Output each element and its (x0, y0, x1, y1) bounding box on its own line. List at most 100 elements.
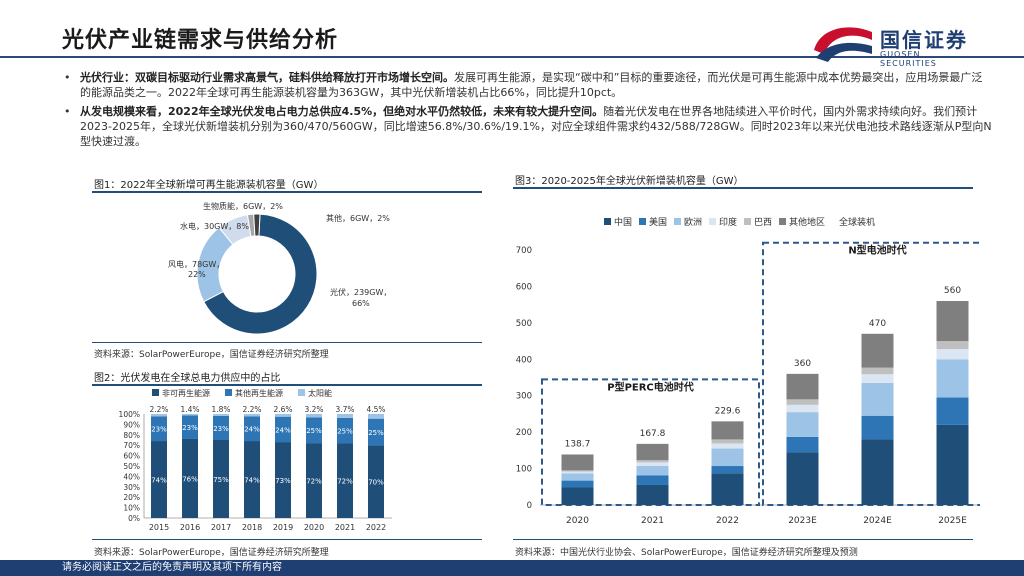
fig1-label-solar: 光伏，239GW， (330, 288, 392, 297)
x-tick-label: 2019 (273, 523, 293, 532)
bar-segment (861, 374, 894, 383)
solar-share-label: 2.2% (242, 405, 261, 414)
solar-share-label: 3.7% (335, 405, 354, 414)
x-tick-label: 2018 (242, 523, 262, 532)
y-tick-label: 600 (516, 282, 532, 292)
bar-segment (636, 466, 669, 476)
bullet-bold: 从发电规模来看，2022年全球光伏发电占电力总供应4.5%，但绝对水平仍然较低，… (80, 105, 604, 118)
bar-segment (368, 414, 384, 419)
bar-segment (151, 414, 167, 417)
fig1-label-other: 其他，6GW，2% (326, 214, 390, 223)
bar-segment (306, 443, 322, 518)
guosen-logo-icon (814, 27, 872, 62)
fig3-rule (513, 187, 973, 189)
legend-swatch (225, 389, 232, 396)
bar-segment (711, 448, 744, 467)
bar-segment (936, 349, 969, 360)
bar-segment (306, 414, 322, 418)
bar-value-label: 74% (151, 477, 167, 485)
bar-segment (561, 473, 594, 481)
bullet-text: 随着光伏发电在世界各地陆续进入平价时代，国内外需求持续向好。我们预计2023-2… (80, 105, 992, 148)
y-tick-label: 0% (128, 514, 140, 523)
bar-segment (936, 359, 969, 398)
legend-swatch (604, 218, 611, 225)
fig1-label-solar-pct: 66% (352, 299, 370, 308)
x-tick-label: 2021 (641, 516, 664, 526)
total-value-label: 167.8 (640, 429, 666, 439)
logo-text-cn: 国信证券 (880, 28, 968, 52)
bar-segment (337, 417, 353, 444)
bar-segment (711, 443, 744, 449)
total-value-label: 470 (869, 319, 886, 329)
bar-segment (368, 418, 384, 446)
total-value-label: 360 (794, 359, 811, 369)
legend-swatch (298, 389, 305, 396)
legend-label: 其他地区 (789, 216, 825, 228)
solar-share-label: 2.2% (149, 405, 168, 414)
bar-value-label: 24% (244, 426, 260, 434)
fig1-label-wind: 风电，78GW， (168, 260, 225, 269)
y-tick-label: 0 (527, 501, 532, 511)
fig3-stacked-bar-chart: 中国 美国 欧洲 印度 巴西 其他地区 全球装机 0 100 200 300 400 500 600 700… (516, 216, 980, 526)
donut-slice-光伏 (203, 213, 318, 335)
legend-swatch (709, 218, 716, 225)
fig1-label-hydro: 水电，30GW，8% (180, 222, 249, 231)
bar-value-label: 24% (275, 426, 291, 434)
bar-segment (213, 414, 229, 416)
bar-value-label: 23% (182, 424, 198, 432)
bar-value-label: 23% (151, 426, 167, 434)
fig1-title: 图1：2022年全球新增可再生能源装机容量（GW） (94, 180, 324, 191)
bar-segment (275, 416, 291, 443)
y-tick-label: 50% (123, 462, 140, 471)
y-tick-label: 300 (516, 392, 532, 402)
bar-segment (561, 471, 594, 474)
fig2-source: 资料来源：SolarPowerEurope，国信证券经济研究所整理 (94, 548, 329, 558)
y-tick-label: 40% (123, 472, 140, 481)
bar-segment (561, 454, 594, 471)
solar-share-label: 1.8% (211, 405, 230, 414)
fig3-source: 资料来源：中国光伏行业协会、SolarPowerEurope，国信证券经济研究所… (515, 548, 858, 558)
bar-segment (244, 414, 260, 417)
bar-segment (244, 441, 260, 518)
solar-share-label: 2.6% (273, 405, 292, 414)
legend-swatch (639, 218, 646, 225)
solar-share-label: 1.4% (180, 405, 199, 414)
x-tick-label: 2024E (863, 516, 892, 526)
p-type-era-label: P型PERC电池时代 (607, 380, 694, 393)
y-tick-label: 100 (516, 465, 532, 475)
bar-segment (182, 414, 198, 416)
x-tick-label: 2020 (566, 516, 589, 526)
bar-value-label: 76% (182, 475, 198, 483)
bar-segment (213, 440, 229, 518)
x-tick-label: 2016 (180, 523, 200, 532)
legend-label: 其他再生能源 (235, 388, 283, 398)
bar-value-label: 74% (244, 477, 260, 485)
bar-segment (151, 416, 167, 442)
total-value-label: 229.6 (715, 406, 741, 416)
bar-segment (244, 416, 260, 442)
y-tick-label: 500 (516, 319, 532, 329)
bar-segment (561, 480, 594, 488)
bar-segment (786, 399, 819, 405)
fig2-bottom-rule (92, 539, 482, 540)
y-tick-label: 70% (123, 441, 140, 450)
x-tick-label: 2017 (211, 523, 231, 532)
bar-segment (786, 412, 819, 437)
total-value-label: 138.7 (565, 439, 591, 449)
donut-slice-其他 (253, 213, 261, 237)
page-title: 光伏产业链需求与供给分析 (62, 28, 339, 53)
bar-value-label: 23% (213, 425, 229, 433)
bar-segment (561, 470, 594, 472)
bar-segment (182, 438, 198, 518)
y-tick-label: 30% (123, 483, 140, 492)
bar-segment (936, 341, 969, 350)
summary-bullets: 光伏行业：双碳目标驱动行业需求高景气，硅料供给释放打开市场增长空间。发展可再生能… (62, 70, 992, 153)
bar-segment (711, 421, 744, 440)
bullet-text: 发展可再生能源，是实现“碳中和”目标的重要途径，而光伏是可再生能源中成本优势最突… (80, 71, 983, 99)
legend-label: 中国 (614, 216, 632, 228)
bar-segment (182, 415, 198, 439)
bar-segment (861, 415, 894, 440)
logo-text-en: GUOSEN SECURITIES (880, 50, 937, 68)
bullet-item: 从发电规模来看，2022年全球光伏发电占电力总供应4.5%，但绝对水平仍然较低，… (62, 104, 992, 149)
bar-value-label: 75% (213, 476, 229, 484)
